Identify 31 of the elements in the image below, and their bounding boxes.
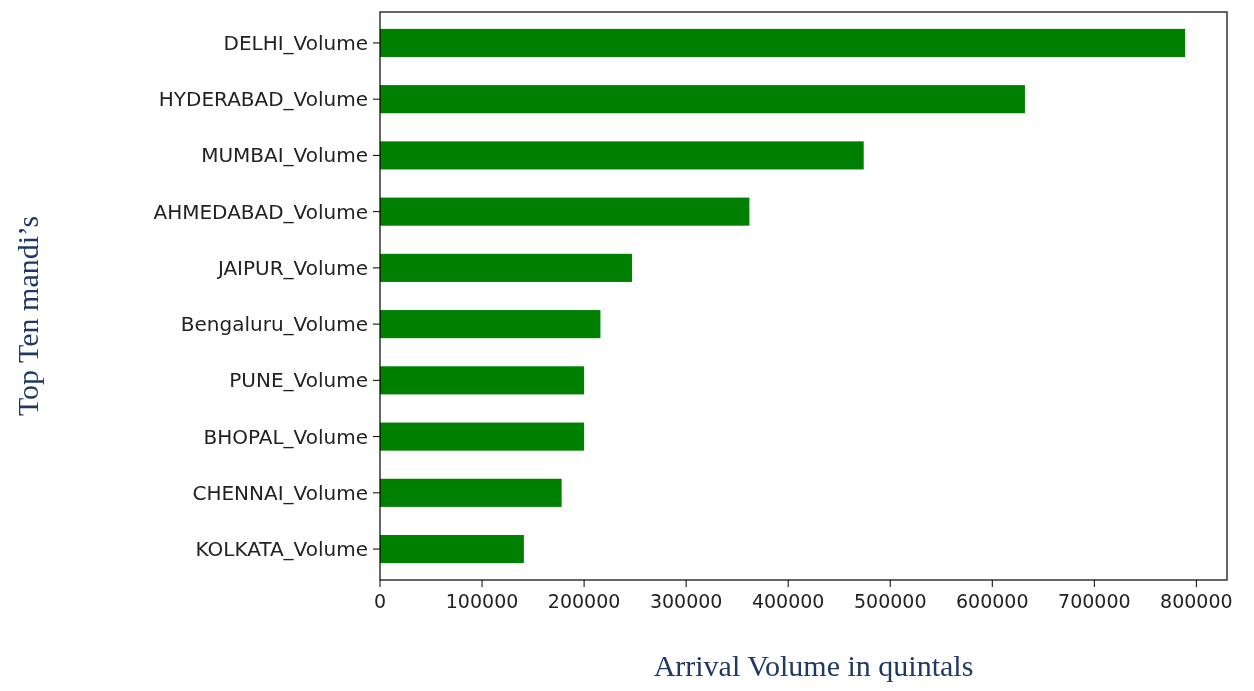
x-tick-label: 200000: [547, 590, 621, 612]
y-tick-label: HYDERABAD_Volume: [158, 87, 368, 112]
x-tick-label: 500000: [853, 590, 927, 612]
y-axis-title: Top Ten mandi’s: [11, 215, 44, 417]
y-tick-label: MUMBAI_Volume: [201, 143, 368, 168]
x-tick-label: 400000: [751, 590, 825, 612]
bar: [380, 197, 750, 226]
x-tick-label: 600000: [956, 590, 1029, 612]
y-tick-label: BHOPAL_Volume: [203, 424, 368, 449]
bar: [380, 422, 585, 451]
bar: [380, 310, 601, 339]
bar: [380, 478, 562, 507]
y-tick-label: JAIPUR_Volume: [215, 255, 368, 280]
bar: [380, 141, 864, 170]
y-tick-label: CHENNAI_Volume: [192, 480, 368, 505]
bar: [380, 366, 585, 395]
x-tick-label: 800000: [1160, 590, 1233, 612]
y-tick-label: DELHI_Volume: [223, 30, 368, 55]
bar: [380, 535, 524, 564]
x-tick-label: 100000: [445, 590, 519, 612]
bar: [380, 253, 633, 282]
bar: [380, 28, 1186, 57]
x-tick-label: 0: [373, 590, 387, 612]
x-axis-title: Arrival Volume in quintals: [653, 649, 974, 682]
x-tick-label: 700000: [1058, 590, 1131, 612]
y-tick-label: KOLKATA_Volume: [195, 537, 368, 562]
x-tick-label: 300000: [649, 590, 723, 612]
bar: [380, 85, 1025, 114]
y-tick-label: Bengaluru_Volume: [180, 312, 368, 337]
y-tick-label: AHMEDABAD_Volume: [153, 199, 368, 224]
y-tick-label: PUNE_Volume: [229, 368, 368, 393]
